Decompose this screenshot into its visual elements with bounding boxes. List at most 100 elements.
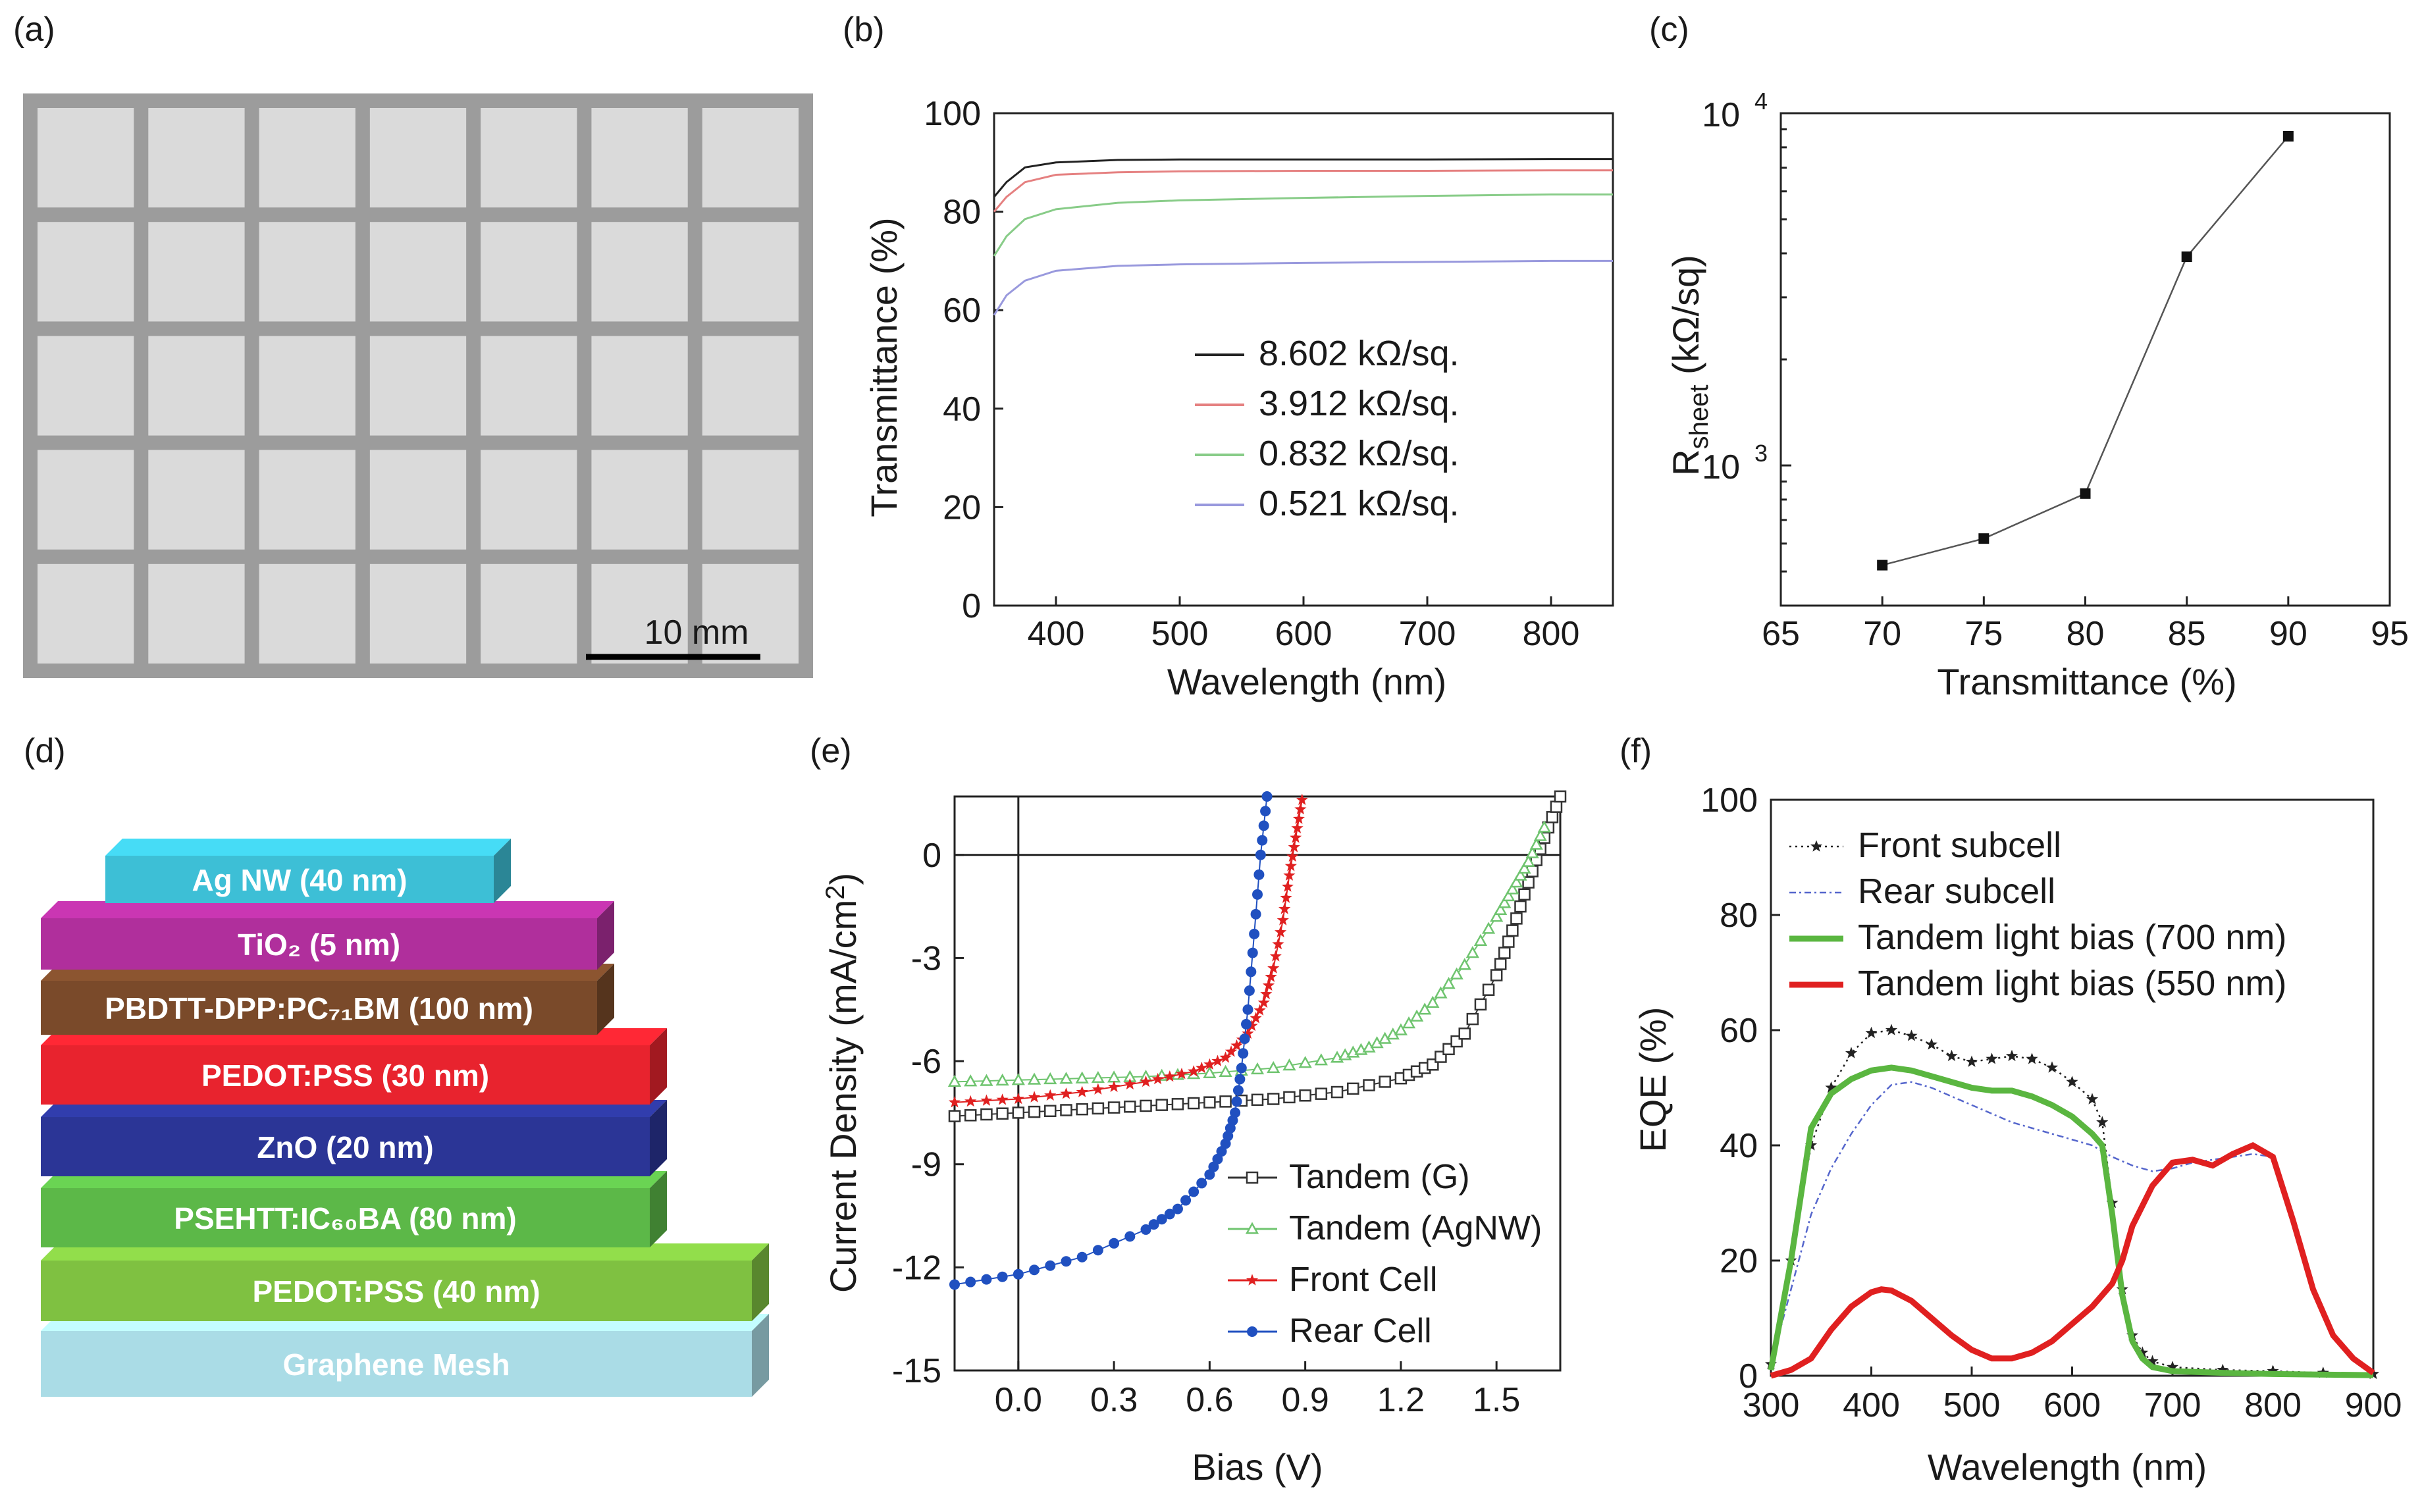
panel-e-xlabel: Bias (V) [1192, 1446, 1323, 1488]
panel-e-ylabel-end: ) [822, 873, 864, 885]
panel-e-data-point [1314, 1053, 1328, 1066]
panel-e-data-point [1490, 969, 1503, 981]
mesh-cell [591, 222, 688, 322]
panel-e-data-point [1537, 820, 1551, 833]
panel-e-data-point [995, 1073, 1009, 1086]
panel-f-data-point [1845, 1047, 1858, 1058]
panel-e-xtick-label: 0.6 [1186, 1381, 1233, 1419]
panel-e-data-point [1466, 1012, 1479, 1026]
panel-e-data-point [1252, 889, 1263, 900]
panel-e-data-point [1076, 1251, 1088, 1263]
panel-e-data-point [1180, 1195, 1192, 1206]
panel-b-xtick-label: 700 [1399, 615, 1456, 653]
panel-b-series-line [993, 193, 1613, 257]
panel-e-data-point [1251, 1093, 1264, 1107]
panel-e-data-point [1283, 869, 1296, 881]
panel-f-data-point [1905, 1030, 1918, 1041]
mesh-cell [369, 222, 467, 322]
layer-front-face [41, 1261, 752, 1321]
panel-e-data-point [1188, 1186, 1199, 1197]
panel-c-ytick-label: 10 [1702, 96, 1740, 134]
layer-label: Ag NW (40 nm) [192, 863, 407, 897]
panel-e-data-point [964, 1074, 978, 1087]
panel-e-data-point [1028, 1105, 1041, 1118]
panel-e-data-point [1277, 914, 1289, 925]
panel-e-xtick-label: 0.0 [995, 1381, 1042, 1419]
panel-f-eqe-chart: Wavelength (nm) EQE (%) 300 400 500 600 700 8… [1632, 781, 2402, 1488]
panel-e-data-point [1059, 1072, 1073, 1084]
panel-e-data-point [1363, 1079, 1375, 1091]
panel-e-data-point [1458, 1028, 1471, 1040]
panel-f-data-point [2086, 1093, 2099, 1105]
panel-e-data-point [1249, 928, 1260, 939]
panel-e-xtick-label: 1.2 [1377, 1381, 1425, 1419]
panel-e-data-point [1076, 1085, 1088, 1097]
panel-e-data-point [1498, 896, 1512, 908]
panel-e-data-point [1108, 1080, 1120, 1092]
panel-e-data-point [1299, 1089, 1311, 1102]
panel-e-data-point [1076, 1103, 1088, 1116]
panel-e-data-point [1219, 1051, 1232, 1063]
mesh-cell [481, 336, 577, 436]
panel-e-data-point [1044, 1105, 1057, 1118]
mesh-cell [259, 222, 356, 322]
panel-e-data-point [1490, 910, 1504, 922]
layer-top-face [41, 901, 614, 918]
panel-e-data-point [1203, 1096, 1216, 1108]
panel-c-data-point [2282, 130, 2294, 142]
panel-e-data-point [1402, 1016, 1416, 1029]
panel-e-data-point [1241, 1018, 1252, 1030]
panel-e-ytick-label: -12 [892, 1249, 941, 1287]
layer-side-face [752, 1243, 769, 1321]
panel-f-xlabel: Wavelength (nm) [1928, 1446, 2207, 1488]
layer-side-face [597, 964, 614, 1035]
panel-c-ylabel-rest: (kΩ/sq) [1665, 255, 1706, 384]
panel-e-data-point [1502, 935, 1515, 948]
panel-e-data-point [1517, 862, 1531, 874]
panel-e-data-point [1109, 1238, 1120, 1249]
panel-e-data-point [1060, 1104, 1072, 1116]
panel-e-data-point [1450, 967, 1463, 979]
panel-e-data-point [1045, 1260, 1056, 1271]
panel-f-series-line [1770, 1029, 2374, 1375]
panel-e-data-point [1092, 1083, 1104, 1095]
panel-e-data-point [1474, 998, 1487, 1011]
panel-e-data-point [1216, 1146, 1227, 1157]
panel-c-rsheet-chart: Transmittance (%) Rsheet (kΩ/sq) 65 70 75 8… [1665, 88, 2409, 702]
panel-e-data-point [1092, 1102, 1105, 1115]
panel-c-xtick-label: 85 [2168, 615, 2206, 653]
layer-front-face [41, 1188, 650, 1247]
panel-e-data-point [1247, 947, 1258, 958]
panel-e-data-point [1379, 1076, 1391, 1088]
panel-e-data-point [1510, 912, 1523, 925]
layer-front-face [105, 856, 494, 903]
panel-c-ytick-exponent: 4 [1754, 88, 1768, 115]
panel-e-data-point [1250, 1062, 1265, 1075]
panel-e-data-point [1155, 1099, 1168, 1111]
panel-c-ylabel-sub: sheet [1685, 385, 1714, 450]
panel-e-data-point [1242, 1004, 1253, 1015]
panel-c-ytick-label: 10 [1702, 448, 1740, 486]
panel-e-data-point [1140, 1075, 1152, 1087]
panel-e-data-point [1498, 947, 1511, 959]
panel-e-legend-marker [1247, 1326, 1257, 1337]
layer-label: PEDOT:PSS (40 nm) [252, 1274, 540, 1309]
layer-top-face [105, 839, 511, 856]
panel-e-data-point [948, 1110, 961, 1122]
panel-f-legend-label: Rear subcell [1858, 872, 2055, 911]
panel-e-data-point [1212, 1153, 1223, 1164]
panel-e-xtick-label: 0.3 [1090, 1381, 1138, 1419]
panel-f-data-point [2005, 1049, 2018, 1062]
panel-e-xtick-label: 1.5 [1473, 1381, 1520, 1419]
layer-side-face [752, 1314, 769, 1397]
panel-e-data-point [1140, 1099, 1152, 1112]
panel-e-data-point [1140, 1224, 1151, 1235]
mesh-cell [148, 563, 245, 664]
panel-f-ytick-label: 20 [1720, 1242, 1758, 1280]
panel-e-data-point [964, 1095, 977, 1107]
panel-e-data-point [1272, 937, 1284, 950]
panel-label-c: (c) [1649, 11, 1689, 49]
panel-f-data-point [2146, 1355, 2159, 1367]
mesh-cell [702, 108, 799, 208]
